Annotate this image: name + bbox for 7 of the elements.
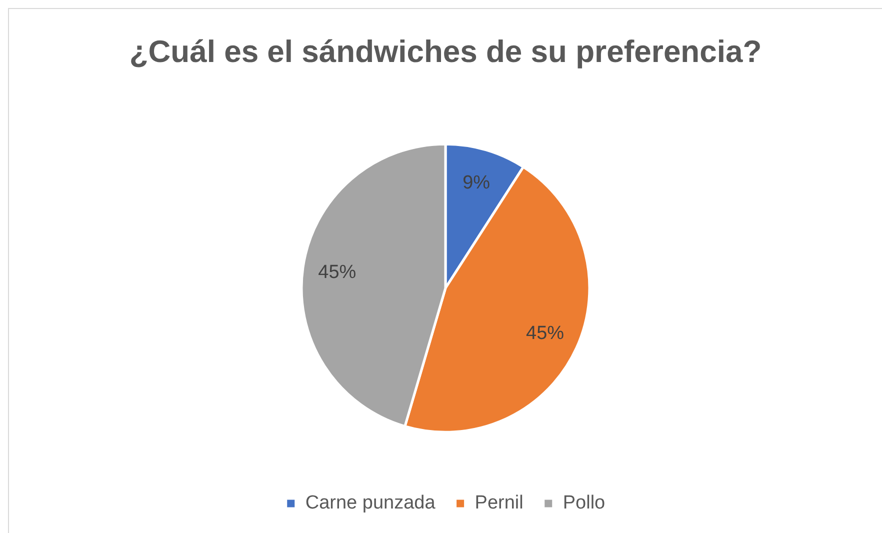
data-label: 45% — [526, 322, 564, 344]
legend-label: Pernil — [474, 492, 524, 514]
legend-label: Carne punzada — [305, 492, 436, 514]
chart-title: ¿Cuál es el sándwiches de su preferencia? — [129, 34, 762, 70]
legend-label: Pollo — [562, 492, 606, 514]
data-label: 45% — [318, 262, 356, 283]
data-label: 9% — [462, 172, 490, 194]
